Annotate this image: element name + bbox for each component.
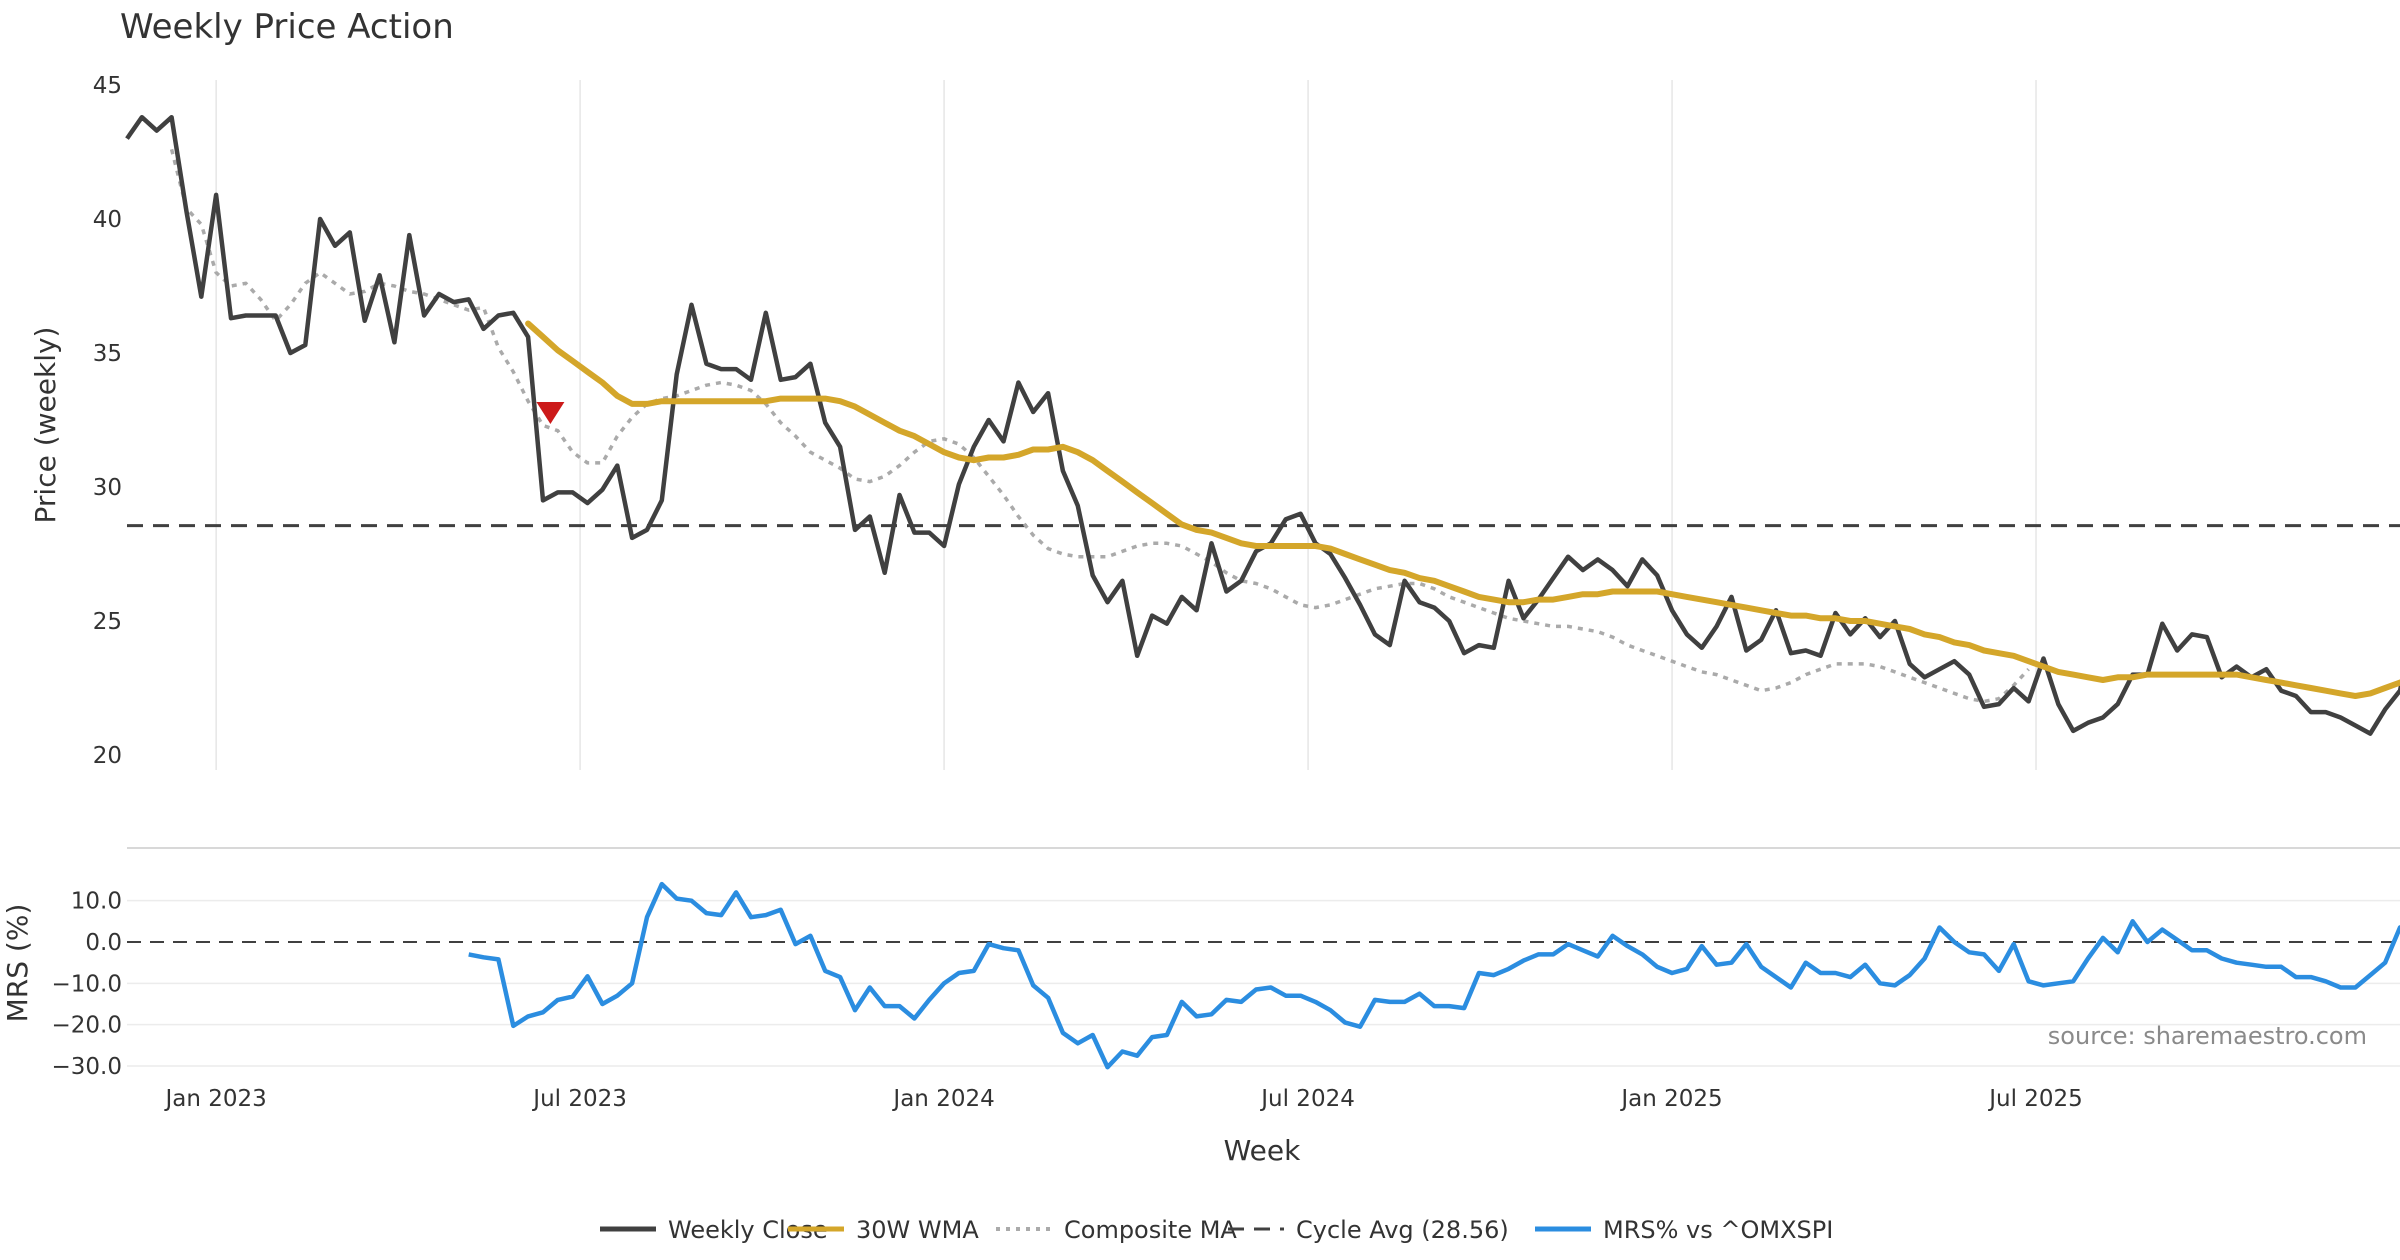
legend-item: Cycle Avg (28.56) — [1228, 1216, 1509, 1244]
legend-item: 30W WMA — [788, 1216, 979, 1244]
price-y-tick-label: 20 — [93, 743, 122, 769]
x-axis-label: Week — [1224, 1134, 1301, 1167]
wma-30w-line — [525, 320, 2400, 699]
source-credit: source: sharemaestro.com — [2048, 1022, 2367, 1050]
mrs-y-tick-label: −10.0 — [52, 971, 122, 997]
composite-ma-line — [169, 148, 2030, 704]
legend-label: Cycle Avg (28.56) — [1296, 1216, 1509, 1244]
mrs-y-axis-label: MRS (%) — [1, 904, 34, 1023]
chart-title: Weekly Price Action — [120, 7, 454, 47]
mrs-series — [468, 881, 2400, 1070]
price-panel: 20 25 30 35 40 45 Price (weekly) — [29, 73, 2400, 770]
mrs-y-tick-label: 0.0 — [85, 930, 122, 956]
mrs-y-tick-label: 10.0 — [71, 889, 122, 915]
legend-label: MRS% vs ^OMXSPI — [1603, 1216, 1833, 1244]
mrs-panel: −30.0 −20.0 −10.0 0.0 10.0 MRS (%) source: s… — [1, 847, 2400, 1080]
legend-label: Composite MA — [1064, 1216, 1237, 1244]
price-y-ticks: 20 25 30 35 40 45 — [93, 73, 122, 769]
mrs-gridlines — [127, 899, 2400, 1067]
x-tick-label: Jul 2023 — [531, 1086, 627, 1112]
weekly-close-line — [125, 114, 2400, 736]
sell-signal-marker — [536, 401, 565, 424]
x-tick-label: Jul 2024 — [1259, 1086, 1355, 1112]
x-tick-label: Jul 2025 — [1987, 1086, 2083, 1112]
price-y-tick-label: 30 — [93, 475, 122, 501]
price-y-tick-label: 25 — [93, 609, 122, 635]
mrs-line — [468, 881, 2400, 1070]
price-y-tick-label: 40 — [93, 207, 122, 233]
legend: Weekly Close 30W WMA Composite MA Cycle Avg… — [600, 1216, 1833, 1244]
price-gridlines — [215, 80, 2037, 770]
price-y-tick-label: 45 — [93, 73, 122, 99]
mrs-y-ticks: −30.0 −20.0 −10.0 0.0 10.0 — [52, 889, 122, 1080]
legend-item: Composite MA — [996, 1216, 1237, 1244]
x-axis-ticks: Jan 2023 Jul 2023 Jan 2024 Jul 2024 Jan 2025… — [163, 1086, 2082, 1112]
price-y-tick-label: 35 — [93, 341, 122, 367]
x-tick-label: Jan 2025 — [1619, 1086, 1722, 1112]
mrs-y-tick-label: −30.0 — [52, 1054, 122, 1080]
price-y-axis-label: Price (weekly) — [29, 327, 62, 524]
mrs-y-tick-label: −20.0 — [52, 1013, 122, 1039]
legend-label: 30W WMA — [856, 1216, 979, 1244]
legend-item: MRS% vs ^OMXSPI — [1535, 1216, 1833, 1244]
x-tick-label: Jan 2024 — [891, 1086, 994, 1112]
x-tick-label: Jan 2023 — [163, 1086, 266, 1112]
price-series — [125, 114, 2400, 736]
